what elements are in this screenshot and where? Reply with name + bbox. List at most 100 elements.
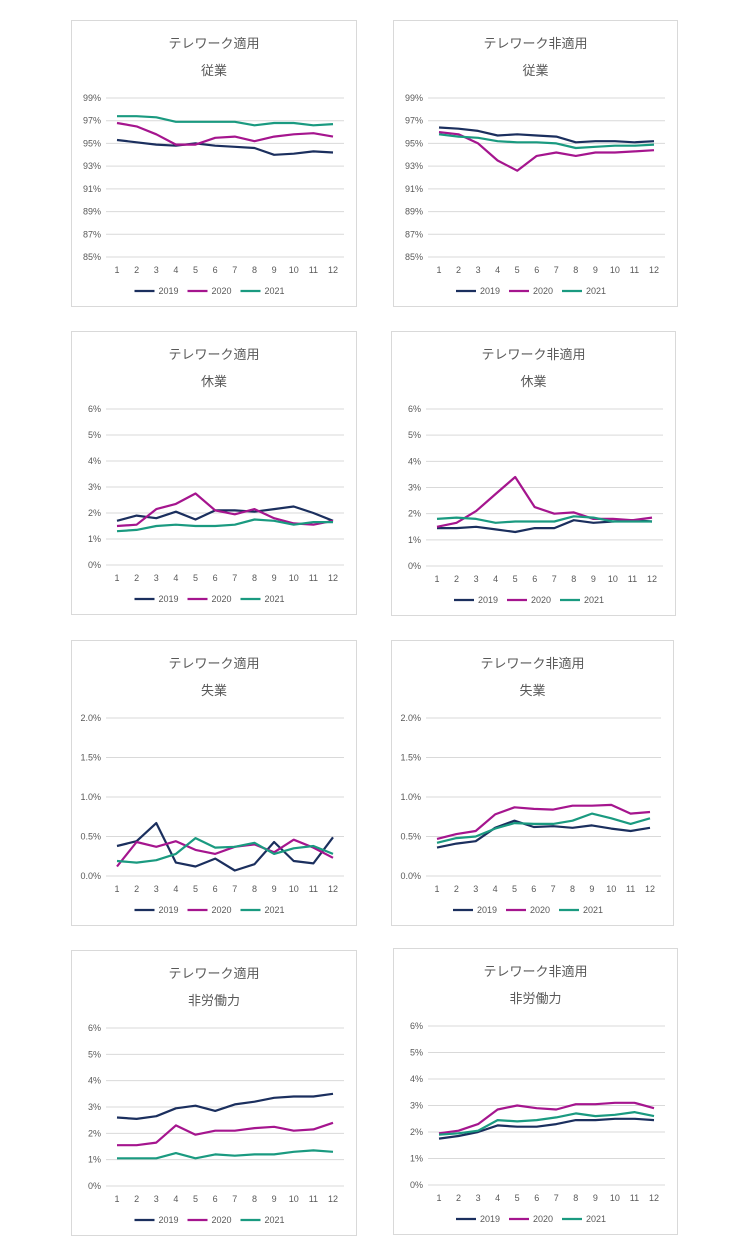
x-tick-label: 12 [649, 265, 659, 275]
y-tick-label: 93% [405, 161, 423, 171]
chart-panel-1: テレワーク非適用 従業 85% 87% 89% 91% 93% 95% 97% 99% 1 2 3 4 5 6… [393, 20, 678, 307]
x-tick-label: 11 [630, 1193, 639, 1203]
x-tick-label: 5 [515, 1193, 520, 1203]
chart-panel-7: テレワーク非適用 非労働力 0% 1% 2% 3% 4% 5% 6% 1 2 3 4 5 6 7 8 9 10 11 1… [393, 948, 678, 1235]
x-tick-label: 11 [630, 265, 639, 275]
series-line-2021 [116, 837, 334, 864]
y-tick-label: 85% [405, 252, 423, 262]
x-tick-label: 3 [474, 574, 479, 584]
chart-title: テレワーク適用 [168, 347, 259, 363]
x-tick-label: 3 [476, 1193, 481, 1203]
x-tick-label: 2 [454, 574, 459, 584]
y-tick-label: 1% [88, 534, 101, 544]
chart-subtitle: 休業 [520, 374, 546, 390]
x-tick-label: 5 [193, 884, 198, 894]
y-tick-label: 0% [88, 1181, 101, 1191]
x-tick-label: 11 [628, 574, 637, 584]
legend-label-2019: 2019 [478, 595, 498, 605]
legend-label-2020: 2020 [212, 1215, 232, 1225]
x-tick-label: 8 [252, 265, 257, 275]
chart-subtitle: 従業 [522, 63, 548, 79]
x-tick-label: 8 [252, 884, 257, 894]
x-tick-label: 4 [173, 573, 178, 583]
x-tick-label: 6 [534, 1193, 539, 1203]
x-tick-label: 9 [589, 884, 594, 894]
x-tick-label: 2 [134, 884, 139, 894]
x-tick-label: 9 [272, 573, 277, 583]
x-tick-label: 6 [213, 573, 218, 583]
chart-panel-5: テレワーク非適用 失業 0.0% 0.5% 1.0% 1.5% 2.0% 1 2 3 4 5 6 7 8 9 1… [391, 640, 674, 926]
x-tick-label: 5 [193, 1194, 198, 1204]
y-tick-label: 4% [88, 1076, 101, 1086]
x-tick-label: 10 [610, 1193, 620, 1203]
y-tick-label: 0% [408, 561, 421, 571]
x-tick-label: 7 [232, 884, 237, 894]
x-tick-label: 8 [571, 574, 576, 584]
x-tick-label: 12 [645, 884, 655, 894]
x-tick-label: 11 [309, 573, 318, 583]
x-tick-label: 6 [213, 265, 218, 275]
y-tick-label: 87% [83, 229, 101, 239]
x-tick-label: 2 [456, 265, 461, 275]
chart-title: テレワーク非適用 [481, 347, 585, 363]
x-tick-label: 8 [573, 1193, 578, 1203]
y-tick-label: 97% [83, 116, 101, 126]
series-line-2020 [436, 475, 653, 528]
y-tick-label: 6% [410, 1021, 423, 1031]
x-tick-label: 1 [436, 265, 441, 275]
x-tick-label: 8 [570, 884, 575, 894]
x-tick-label: 5 [515, 265, 520, 275]
y-tick-label: 6% [88, 404, 101, 414]
y-tick-label: 0.0% [80, 871, 101, 881]
x-tick-label: 3 [154, 573, 159, 583]
chart-panel-6: テレワーク適用 非労働力 0% 1% 2% 3% 4% 5% 6% 1 2 3 4 5 6 7 8 9 10 11 12… [71, 950, 357, 1236]
y-tick-label: 0.5% [80, 832, 101, 842]
x-tick-label: 8 [252, 573, 257, 583]
x-tick-label: 10 [289, 265, 299, 275]
series-line-2021 [116, 518, 333, 533]
chart-subtitle: 非労働力 [188, 994, 240, 1009]
series-line-2021 [117, 1149, 334, 1160]
chart-title: テレワーク非適用 [483, 36, 587, 52]
y-tick-label: 89% [83, 207, 101, 217]
legend-label-2021: 2021 [583, 905, 603, 915]
series-line-2019 [436, 819, 651, 849]
y-tick-label: 3% [88, 482, 101, 492]
x-tick-label: 3 [154, 884, 159, 894]
legend-label-2019: 2019 [159, 286, 179, 296]
x-tick-label: 12 [328, 573, 338, 583]
x-tick-label: 1 [434, 574, 439, 584]
x-tick-label: 4 [173, 1194, 178, 1204]
legend-label-2019: 2019 [480, 1214, 500, 1224]
x-tick-label: 10 [608, 574, 618, 584]
legend-label-2020: 2020 [530, 905, 550, 915]
x-tick-label: 1 [114, 1194, 119, 1204]
chart-subtitle: 失業 [201, 683, 227, 699]
y-tick-label: 93% [83, 161, 101, 171]
legend-label-2021: 2021 [265, 286, 285, 296]
y-tick-label: 4% [410, 1074, 423, 1084]
y-tick-label: 95% [83, 138, 101, 148]
x-tick-label: 4 [493, 574, 498, 584]
y-tick-label: 97% [405, 116, 423, 126]
y-tick-label: 5% [408, 430, 421, 440]
x-tick-label: 4 [173, 884, 178, 894]
legend-label-2019: 2019 [159, 905, 179, 915]
x-tick-label: 11 [309, 1194, 318, 1204]
legend-label-2019: 2019 [159, 1215, 179, 1225]
series-line-2019 [116, 138, 334, 156]
y-tick-label: 0% [88, 560, 101, 570]
x-tick-label: 6 [213, 884, 218, 894]
y-tick-label: 1% [88, 1155, 101, 1165]
x-tick-label: 7 [554, 1193, 559, 1203]
chart-subtitle: 休業 [201, 374, 227, 390]
y-tick-label: 5% [88, 1049, 101, 1059]
legend-label-2021: 2021 [265, 905, 285, 915]
x-tick-label: 9 [593, 1193, 598, 1203]
x-tick-label: 6 [532, 574, 537, 584]
x-tick-label: 5 [193, 265, 198, 275]
y-tick-label: 0.0% [400, 871, 421, 881]
